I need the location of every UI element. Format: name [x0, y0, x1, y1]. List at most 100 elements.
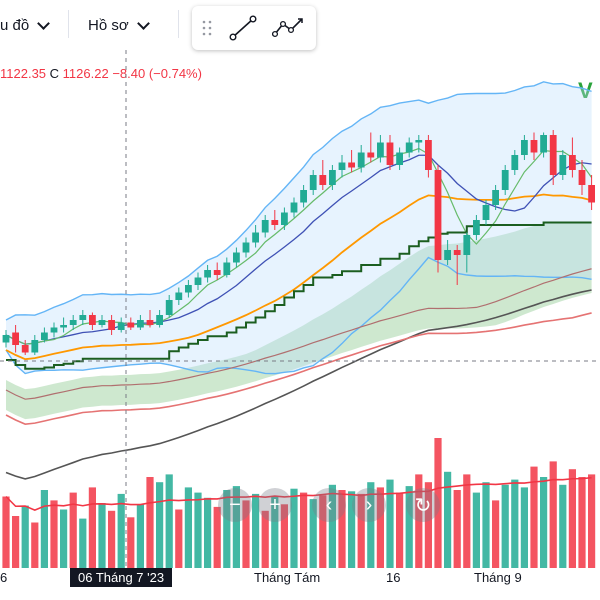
- candle-body: [425, 140, 432, 170]
- candle-body: [405, 142, 413, 153]
- candle-body: [137, 320, 144, 328]
- volume-bar: [261, 510, 269, 568]
- candle: [21, 340, 29, 355]
- candle: [415, 135, 423, 153]
- scroll-left-button[interactable]: ‹: [312, 488, 346, 522]
- candle: [530, 132, 538, 160]
- candle-body: [165, 300, 173, 315]
- crosshair-date-label: 06 Tháng 7 '23: [70, 568, 173, 587]
- volume-bar: [559, 484, 567, 568]
- volume-bar: [472, 492, 480, 568]
- chart-menu-dropdown[interactable]: u đồ: [0, 12, 51, 38]
- candle: [290, 197, 298, 218]
- volume-bar: [376, 487, 384, 568]
- candle-body: [482, 205, 490, 220]
- candle-body: [223, 262, 231, 275]
- volume-bar: [69, 492, 77, 568]
- candle: [425, 135, 432, 178]
- volume-bar: [204, 497, 212, 568]
- volume-bar: [309, 499, 317, 568]
- indicator-bands: [5, 81, 593, 480]
- x-tick-label: Tháng Tám: [254, 570, 321, 585]
- candle-body: [501, 170, 509, 190]
- candle-body: [175, 292, 183, 300]
- volume-bar: [530, 466, 538, 568]
- price-chart[interactable]: [0, 50, 600, 568]
- candle-body: [511, 155, 519, 170]
- candle-body: [117, 322, 125, 330]
- candle-body: [89, 315, 96, 325]
- toolbar-divider: [178, 10, 179, 38]
- x-tick-label: 6: [0, 570, 8, 585]
- candle: [319, 160, 327, 190]
- bollinger-upper-line: [5, 81, 592, 321]
- candle-body: [540, 135, 547, 153]
- candle: [50, 322, 58, 338]
- volume-bar: [213, 506, 221, 568]
- volume-bar: [242, 500, 250, 568]
- candle-body: [473, 220, 480, 235]
- candle: [540, 132, 547, 158]
- candle-body: [127, 322, 135, 328]
- candle: [281, 207, 288, 230]
- volume-bar: [319, 495, 327, 568]
- volume-bar: [223, 490, 231, 568]
- volume-bar: [492, 500, 500, 568]
- zoom-in-button[interactable]: +: [258, 488, 292, 522]
- profile-menu-label: Hồ sơ: [88, 16, 129, 34]
- volume-bar: [415, 474, 423, 568]
- candle-body: [146, 320, 154, 325]
- close-value: 1126.22: [62, 66, 109, 81]
- path-icon[interactable]: [272, 14, 306, 42]
- trend-line-icon[interactable]: [228, 14, 258, 42]
- candle-body: [521, 140, 528, 155]
- candle: [549, 130, 557, 185]
- reset-chart-button[interactable]: ↻: [406, 488, 440, 522]
- candle: [137, 315, 144, 330]
- candle-body: [559, 155, 567, 175]
- volume-bar: [117, 493, 125, 568]
- volume-bar: [21, 505, 29, 568]
- candle: [386, 135, 394, 170]
- zoom-out-button[interactable]: −: [218, 488, 252, 522]
- candle: [175, 287, 183, 305]
- candle: [98, 315, 106, 328]
- volume-bar: [386, 479, 394, 568]
- volume-bar: [280, 504, 288, 568]
- ma-long-line: [5, 289, 592, 480]
- volume-bar: [175, 509, 183, 568]
- volume-bar: [252, 493, 260, 568]
- scroll-right-button[interactable]: ›: [352, 488, 386, 522]
- candle-body: [578, 170, 586, 185]
- candle: [79, 310, 87, 325]
- volume-bar: [463, 474, 471, 568]
- volume-bar: [156, 482, 164, 568]
- candle: [377, 135, 384, 163]
- volume-bar: [348, 491, 356, 568]
- candle: [223, 257, 231, 278]
- drag-handle-icon[interactable]: [202, 20, 212, 36]
- candle-body: [2, 335, 10, 343]
- volume-bar: [511, 479, 519, 568]
- candle-body: [569, 155, 576, 170]
- candle-body: [233, 252, 240, 263]
- volume-bar: [482, 482, 490, 568]
- candle-body: [329, 170, 336, 185]
- candle-body: [290, 202, 298, 213]
- candle-body: [60, 325, 67, 328]
- candle: [233, 247, 240, 268]
- candle-body: [300, 190, 307, 203]
- candle: [482, 200, 490, 225]
- profile-menu-dropdown[interactable]: Hồ sơ: [88, 12, 150, 38]
- candle: [204, 265, 211, 283]
- volume-bar: [338, 490, 346, 568]
- candle-body: [367, 152, 375, 158]
- candle: [300, 185, 307, 208]
- volume-bar: [405, 486, 413, 568]
- ma-brown-line: [5, 268, 592, 400]
- candle-body: [357, 152, 365, 168]
- candle: [242, 237, 250, 258]
- volume-bar: [60, 509, 68, 568]
- candle-body: [463, 235, 471, 255]
- volume-bars: [2, 438, 596, 568]
